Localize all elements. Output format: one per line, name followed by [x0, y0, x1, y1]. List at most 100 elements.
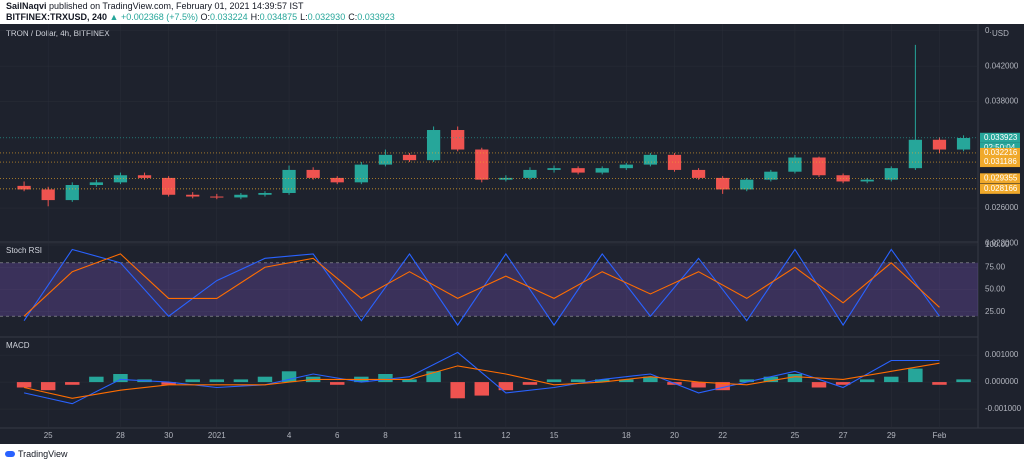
- histogram-bar: [956, 379, 971, 383]
- logo: [5, 451, 15, 457]
- x-tick-label: 29: [887, 431, 896, 440]
- y-tick-label: 100.00: [985, 240, 1010, 249]
- histogram-bar: [739, 379, 754, 383]
- candle-body: [667, 154, 682, 170]
- histogram-bar: [185, 379, 200, 383]
- histogram-bar: [835, 382, 851, 385]
- candle-body: [788, 157, 802, 172]
- panel-title: MACD: [6, 341, 30, 350]
- panel-title: TRON / Dollar, 4h, BITFINEX: [6, 29, 110, 38]
- x-tick-label: 18: [622, 431, 631, 440]
- indicator-line: [23, 253, 940, 317]
- price-label-box: [980, 157, 1020, 168]
- symbol: BITFINEX:TRXUSD, 240: [6, 12, 108, 22]
- price-label-box: [980, 132, 1020, 143]
- candle-body: [451, 130, 465, 150]
- l-val: 0.032930: [307, 12, 346, 22]
- histogram-bar: [402, 379, 417, 383]
- candle-body: [258, 192, 272, 195]
- histogram-bar: [89, 376, 104, 383]
- x-tick-label: 25: [790, 431, 799, 440]
- histogram-bar: [16, 382, 32, 388]
- indicator-line: [23, 351, 940, 405]
- histogram-bar: [763, 376, 779, 383]
- footer: TradingView: [0, 444, 1024, 464]
- histogram-bar: [932, 382, 947, 385]
- candle-body: [161, 177, 176, 195]
- histogram-bar: [257, 376, 273, 383]
- candle-body: [764, 171, 778, 180]
- price-label-box: [980, 183, 1020, 194]
- x-tick-label: 8: [383, 431, 388, 440]
- histogram-bar: [811, 382, 827, 388]
- histogram-bar: [65, 382, 80, 385]
- c: C:: [348, 12, 358, 22]
- histogram-bar: [884, 376, 899, 383]
- candle-body: [643, 154, 658, 165]
- x-tick-label: 4: [287, 431, 292, 440]
- x-tick-label: 27: [839, 431, 848, 440]
- candle-body: [595, 168, 609, 173]
- candle-body: [113, 175, 128, 183]
- x-tick-label: 6: [335, 431, 340, 440]
- x-tick-label: 11: [454, 431, 463, 440]
- y-tick-label: 25.00: [985, 307, 1006, 316]
- candle-body: [17, 185, 31, 190]
- histogram-bar: [233, 379, 249, 383]
- band: [0, 262, 978, 317]
- x-tick-label: 28: [116, 431, 125, 440]
- histogram-bar: [691, 382, 706, 388]
- histogram-bar: [908, 368, 923, 383]
- candle-body: [89, 182, 103, 186]
- x-tick-label: 12: [501, 431, 510, 440]
- histogram-bar: [715, 382, 730, 391]
- candle-body: [354, 164, 368, 183]
- histogram-bar: [498, 382, 514, 391]
- o-val: 0.033224: [210, 12, 248, 22]
- candle-body: [812, 157, 826, 176]
- y-axis-label: USD: [992, 29, 1009, 38]
- publish-text: published on TradingView.com, February 0…: [49, 1, 304, 11]
- y-tick-label: 0.000000: [985, 377, 1019, 386]
- histogram-bar: [378, 374, 393, 383]
- histogram-bar: [113, 374, 128, 383]
- candle-body: [282, 169, 296, 193]
- histogram-bar: [594, 379, 610, 383]
- histogram-bar: [40, 382, 56, 391]
- candle-body: [426, 130, 441, 161]
- price-label: 0.032216: [984, 148, 1018, 157]
- histogram-bar: [330, 382, 345, 385]
- price-label: 0.033923: [984, 133, 1018, 142]
- histogram-bar: [209, 379, 225, 383]
- price-label-box: [980, 147, 1020, 158]
- histogram-bar: [450, 382, 465, 399]
- histogram-bar: [426, 371, 441, 383]
- y-tick-label: -0.001000: [985, 404, 1022, 413]
- y-tick-label: 50.00: [985, 285, 1006, 294]
- histogram-bar: [161, 382, 176, 385]
- author: SailNaqvi: [6, 1, 47, 11]
- c-val: 0.033923: [357, 12, 395, 22]
- h-val: 0.034875: [259, 12, 298, 22]
- candle-body: [234, 194, 248, 198]
- indicator-line: [23, 362, 940, 399]
- candle-body: [137, 175, 152, 178]
- price-label: 0.031186: [984, 157, 1017, 166]
- x-tick-label: 20: [670, 431, 679, 440]
- y-tick-label: 75.00: [985, 262, 1006, 271]
- x-tick-label: Feb: [933, 431, 947, 440]
- x-tick-label: 15: [550, 431, 559, 440]
- candle-body: [378, 154, 393, 165]
- countdown-box: [980, 142, 1020, 153]
- y-tick-label: 0.038000: [985, 97, 1019, 106]
- h: H:: [250, 12, 260, 22]
- candle-body: [210, 196, 224, 198]
- histogram-bar: [643, 376, 658, 383]
- o: O:: [200, 12, 211, 22]
- y-tick-label: 0.026000: [985, 203, 1019, 212]
- candle-body: [186, 194, 200, 197]
- countdown: 02:50:04: [984, 143, 1016, 152]
- histogram-bar: [522, 382, 538, 385]
- candle-body: [860, 179, 874, 182]
- candle-body: [547, 168, 561, 170]
